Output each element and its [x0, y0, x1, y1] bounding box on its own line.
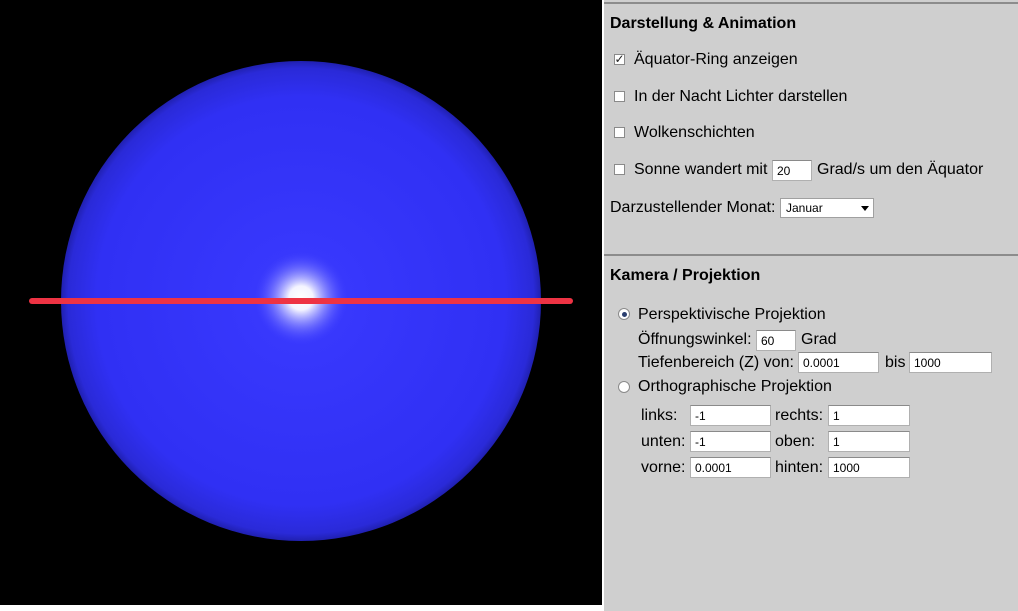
ortho-front-input[interactable]: [690, 457, 771, 478]
orthographic-radio[interactable]: [618, 381, 630, 393]
orthographic-label: Orthographische Projektion: [638, 378, 832, 395]
depth-near-input[interactable]: [798, 352, 879, 373]
ortho-right-input[interactable]: [828, 405, 910, 426]
equator-ring-checkbox[interactable]: ✓: [614, 52, 625, 66]
ortho-right-label: rechts:: [775, 407, 824, 424]
check-icon: ✓: [614, 52, 625, 66]
equator-ring-label: Äquator-Ring anzeigen: [634, 51, 798, 68]
sun-speed-unit-label: Grad/s um den Äquator: [817, 161, 984, 178]
control-panel: Darstellung & Animation ✓ Äquator-Ring a…: [604, 0, 1018, 611]
fov-unit-label: Grad: [801, 331, 837, 348]
ortho-top-input[interactable]: [828, 431, 910, 452]
month-select-value: Januar: [786, 201, 823, 215]
night-lights-checkbox[interactable]: [614, 91, 625, 102]
depth-range-label: Tiefenbereich (Z) von:: [638, 354, 794, 371]
perspective-label: Perspektivische Projektion: [638, 306, 826, 323]
sun-speed-input[interactable]: [772, 160, 812, 181]
clouds-label: Wolkenschichten: [634, 124, 755, 141]
display-section-title: Darstellung & Animation: [610, 15, 797, 32]
ortho-bottom-input[interactable]: [690, 431, 771, 452]
sun-moves-label: Sonne wandert mit: [634, 161, 768, 178]
ortho-bottom-label: unten:: [641, 433, 686, 450]
fov-label: Öffnungswinkel:: [638, 331, 752, 348]
ortho-left-label: links:: [641, 407, 678, 424]
month-select[interactable]: Januar: [780, 198, 874, 218]
ortho-back-label: hinten:: [775, 459, 824, 476]
month-label: Darzustellender Monat:: [610, 199, 776, 216]
section-divider: [604, 2, 1018, 4]
ortho-back-input[interactable]: [828, 457, 910, 478]
ortho-left-input[interactable]: [690, 405, 771, 426]
chevron-down-icon: [861, 206, 869, 211]
globe-render: [29, 61, 573, 541]
ortho-front-label: vorne:: [641, 459, 686, 476]
camera-section-title: Kamera / Projektion: [610, 267, 761, 284]
ortho-top-label: oben:: [775, 433, 816, 450]
fov-input[interactable]: [756, 330, 796, 351]
perspective-radio[interactable]: [618, 308, 630, 320]
render-canvas[interactable]: [0, 0, 602, 605]
section-divider: [604, 254, 1018, 256]
night-lights-label: In der Nacht Lichter darstellen: [634, 88, 848, 105]
radio-dot-icon: [621, 311, 627, 317]
clouds-checkbox[interactable]: [614, 127, 625, 138]
sun-moves-checkbox[interactable]: [614, 164, 625, 175]
depth-bis-label: bis: [885, 354, 906, 371]
depth-far-input[interactable]: [909, 352, 992, 373]
